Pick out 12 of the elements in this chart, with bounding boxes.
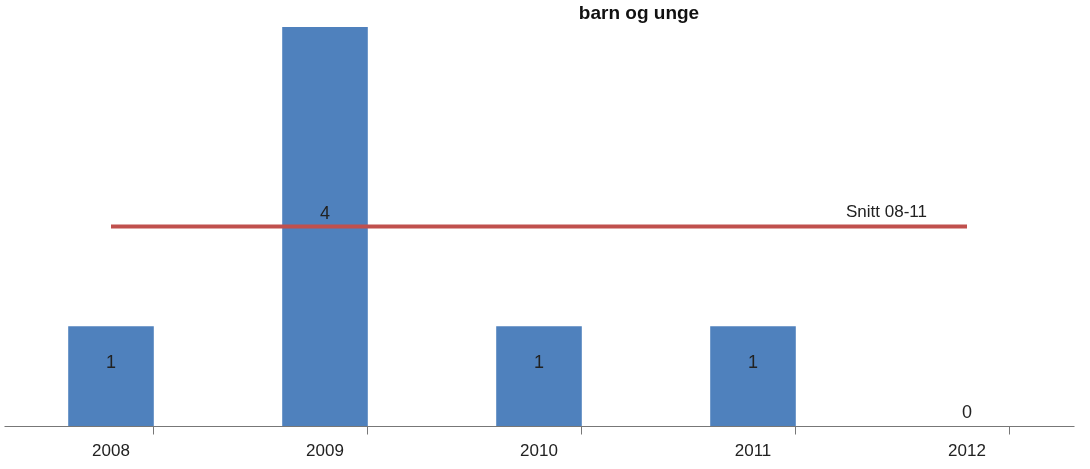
x-tick-label: 2010 — [520, 440, 558, 460]
data-label: 1 — [105, 352, 117, 373]
data-label: 1 — [747, 352, 759, 373]
x-tick-label: 2012 — [948, 440, 986, 460]
ref-line-label: Snitt 08-11 — [846, 201, 927, 221]
data-label: 1 — [533, 352, 545, 373]
data-label: 4 — [319, 202, 331, 223]
x-tick-label: 2008 — [92, 440, 130, 460]
data-label: 0 — [961, 402, 973, 422]
x-tick-label: 2011 — [734, 440, 772, 460]
chart-title: barn og unge — [578, 2, 700, 23]
x-tick-label: 2009 — [306, 440, 344, 460]
